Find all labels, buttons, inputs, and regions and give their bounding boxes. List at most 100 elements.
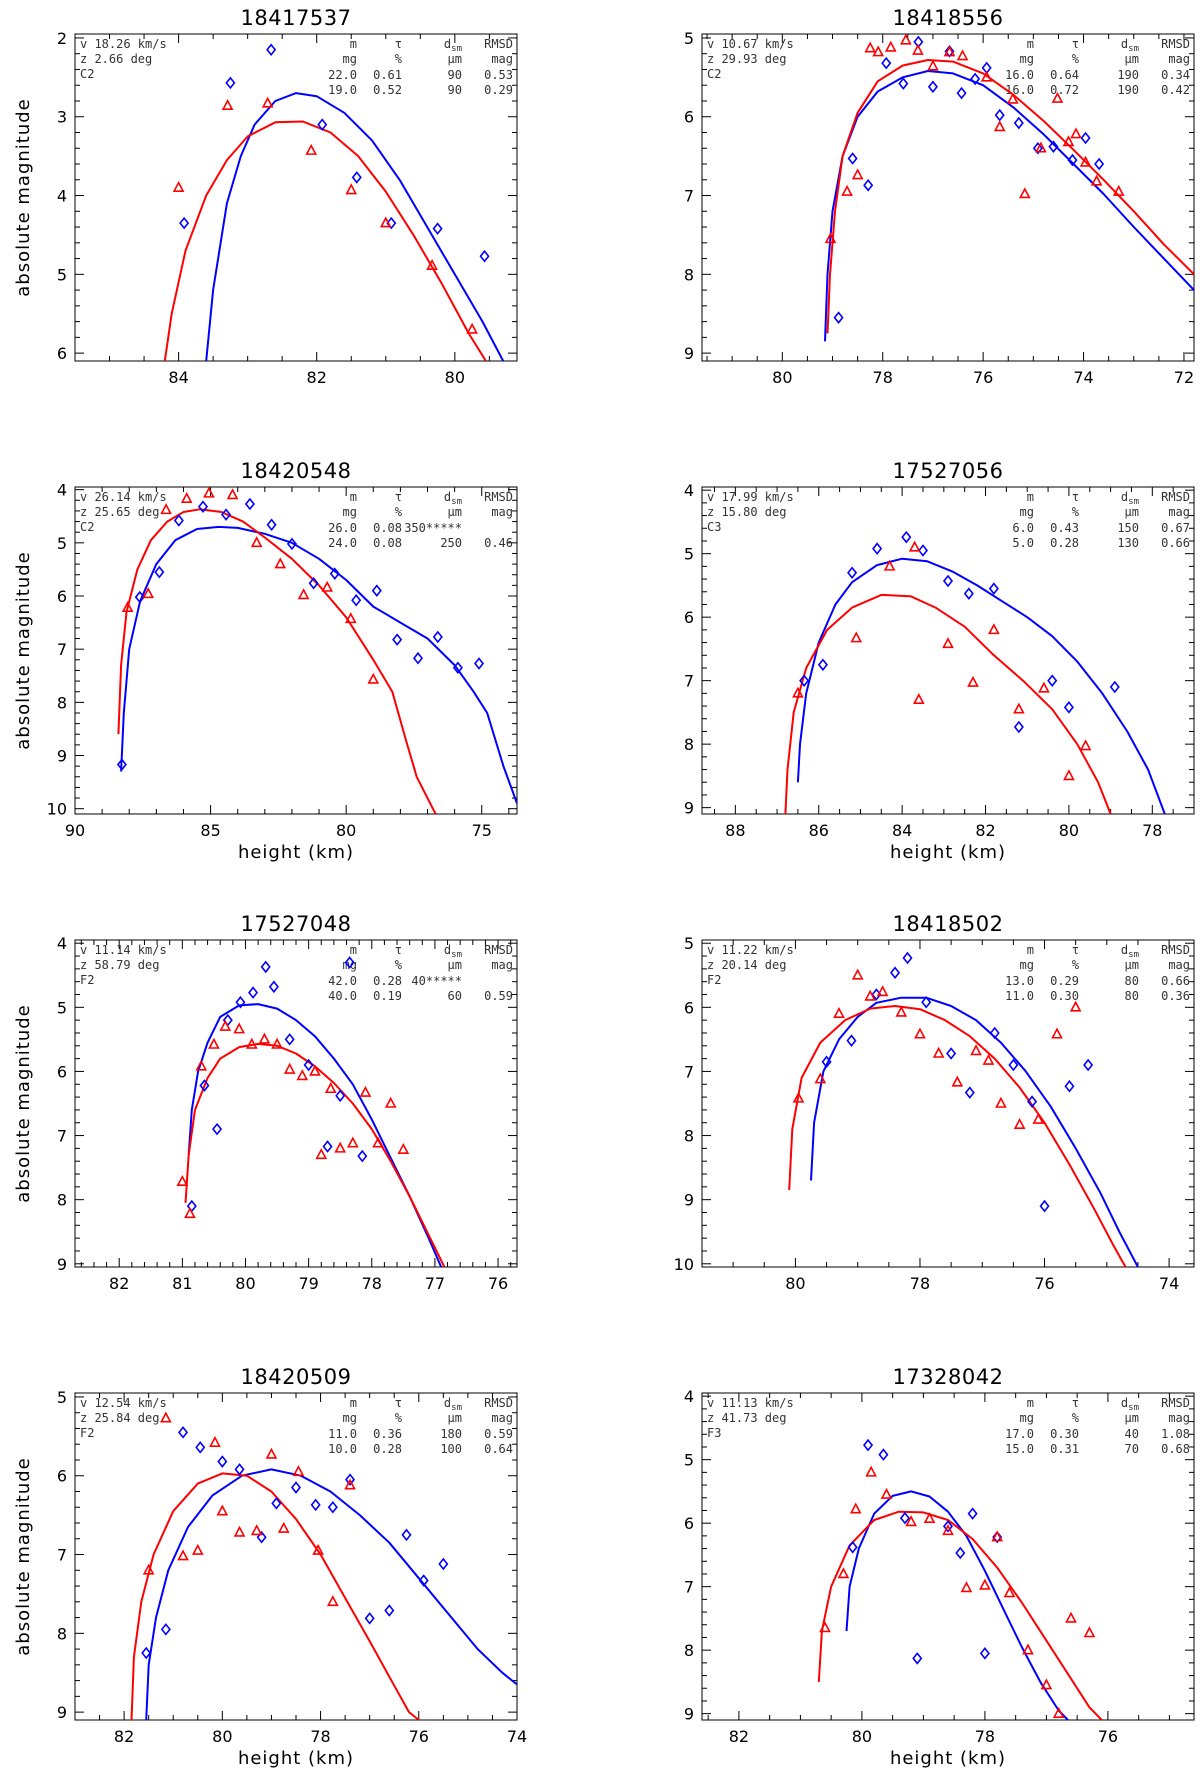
table-header: m xyxy=(1027,1396,1034,1410)
data-point-triangle xyxy=(245,1037,258,1049)
table-unit: μm xyxy=(448,505,462,519)
data-point-diamond xyxy=(799,674,810,687)
data-point-diamond xyxy=(1094,157,1105,171)
data-point-triangle xyxy=(142,1563,155,1575)
table-value: 130 xyxy=(1117,536,1139,550)
data-point-diamond xyxy=(878,1448,889,1461)
table-header: m xyxy=(1027,943,1034,957)
data-point-triangle xyxy=(195,1059,208,1071)
table-unit: μm xyxy=(1125,505,1139,519)
plot-area xyxy=(788,951,1139,1267)
table-value: 11.0 xyxy=(328,1427,357,1441)
data-point-diamond xyxy=(317,118,328,131)
table-header: τ xyxy=(1072,943,1079,957)
table-value: 100 xyxy=(440,1442,462,1456)
data-point-diamond xyxy=(942,1520,954,1533)
data-point-diamond xyxy=(178,1426,189,1439)
table-unit: μm xyxy=(1125,1411,1139,1425)
data-point-triangle xyxy=(177,1549,189,1561)
y-tick-label: 9 xyxy=(57,1255,67,1274)
data-point-triangle xyxy=(943,45,956,57)
table-value: 0.30 xyxy=(1050,989,1079,1003)
table-value: 90 xyxy=(448,68,462,82)
data-point-diamond xyxy=(256,1530,267,1544)
y-tick-label: 5 xyxy=(684,29,694,48)
model-curve-blue xyxy=(187,1003,443,1267)
y-axis-label: absolute magnitude xyxy=(13,1457,34,1655)
data-point-triangle xyxy=(923,1512,936,1524)
data-point-diamond xyxy=(266,43,277,57)
data-point-diamond xyxy=(154,565,165,579)
y-tick-label: 8 xyxy=(57,1191,67,1210)
info-line: z 25.84 deg xyxy=(80,1411,159,1425)
data-point-triangle xyxy=(814,1072,827,1084)
model-curve-blue xyxy=(824,70,1194,342)
data-point-diamond xyxy=(821,1055,832,1069)
info-line: v 11.13 km/s xyxy=(707,1396,794,1410)
table-header: τ xyxy=(1072,490,1079,504)
data-point-diamond xyxy=(899,1511,910,1525)
plot-area xyxy=(130,1411,517,1720)
data-point-diamond xyxy=(271,1497,282,1510)
x-tick-label: 84 xyxy=(168,368,188,387)
x-tick-label: 81 xyxy=(172,1274,192,1293)
data-point-diamond xyxy=(1013,116,1024,130)
table-header: RMSD xyxy=(1161,1396,1190,1410)
data-point-triangle xyxy=(850,631,863,643)
plot-frame xyxy=(701,1392,1195,1721)
data-point-triangle xyxy=(883,559,896,571)
data-point-triangle xyxy=(180,491,193,503)
table-value: 80 xyxy=(1125,974,1139,988)
x-axis-label: height (km) xyxy=(890,842,1006,863)
data-point-triangle xyxy=(865,1465,877,1477)
data-point-triangle xyxy=(344,1478,356,1490)
table-header: RMSD xyxy=(484,1396,513,1410)
data-point-diamond xyxy=(134,590,145,604)
data-point-diamond xyxy=(197,500,209,513)
data-point-triangle xyxy=(250,1524,263,1536)
model-curve-red xyxy=(163,120,487,361)
table-unit: mg xyxy=(343,52,357,66)
data-point-triangle xyxy=(1051,91,1064,103)
table-header: τ xyxy=(395,1396,402,1410)
table-header: m xyxy=(350,1396,357,1410)
y-tick-label: 8 xyxy=(684,735,694,754)
y-tick-label: 6 xyxy=(57,344,67,363)
y-tick-label: 8 xyxy=(57,693,67,712)
x-axis-label: height (km) xyxy=(238,1748,354,1769)
info-line: C2 xyxy=(707,67,721,81)
info-line: z 15.80 deg xyxy=(707,505,786,519)
data-point-diamond xyxy=(881,56,892,70)
table-unit: % xyxy=(1072,505,1080,519)
data-point-triangle xyxy=(1079,739,1092,751)
data-point-triangle xyxy=(1112,184,1125,196)
table-unit: mag xyxy=(491,505,513,519)
data-point-triangle xyxy=(980,70,993,82)
table-value: 0.28 xyxy=(373,974,402,988)
x-tick-label: 80 xyxy=(772,368,792,387)
y-tick-label: 6 xyxy=(57,1467,67,1486)
data-point-diamond xyxy=(1063,701,1074,714)
table-value: 0.28 xyxy=(373,1442,402,1456)
data-point-diamond xyxy=(898,77,909,90)
table-header: τ xyxy=(395,37,402,51)
table-unit: μm xyxy=(448,52,462,66)
data-point-diamond xyxy=(432,630,443,644)
data-point-diamond xyxy=(994,108,1005,122)
data-point-triangle xyxy=(305,143,318,155)
table-unit: mag xyxy=(1168,1411,1190,1425)
data-point-triangle xyxy=(995,1096,1007,1108)
info-line: C2 xyxy=(80,520,94,534)
data-point-triangle xyxy=(1006,92,1019,104)
data-point-diamond xyxy=(173,514,184,527)
data-point-diamond xyxy=(927,80,938,94)
y-tick-label: 6 xyxy=(684,108,694,127)
data-point-triangle xyxy=(203,487,215,498)
data-point-triangle xyxy=(1062,135,1075,147)
table-value: 0.72 xyxy=(1050,83,1079,97)
table-value: 0.52 xyxy=(373,83,402,97)
model-curve-blue xyxy=(120,525,517,804)
data-point-triangle xyxy=(221,98,234,111)
